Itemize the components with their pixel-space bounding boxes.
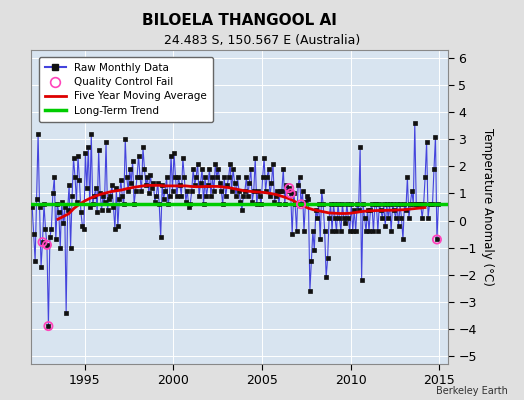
Raw Monthly Data	[45, 324, 51, 328]
Legend: Raw Monthly Data, Quality Control Fail, Five Year Moving Average, Long-Term Tren: Raw Monthly Data, Quality Control Fail, …	[39, 57, 213, 122]
Five Year Moving Average	[374, 208, 380, 213]
Five Year Moving Average	[172, 184, 178, 188]
Quality Control Fail	[285, 185, 293, 191]
Text: 24.483 S, 150.567 E (Australia): 24.483 S, 150.567 E (Australia)	[164, 34, 360, 47]
Quality Control Fail	[38, 239, 47, 245]
Raw Monthly Data	[29, 205, 35, 210]
Title: BILOELA THANGOOL AI: BILOELA THANGOOL AI	[143, 13, 337, 28]
Five Year Moving Average	[145, 183, 151, 188]
Raw Monthly Data	[435, 202, 442, 207]
Raw Monthly Data	[237, 199, 244, 204]
Five Year Moving Average	[55, 217, 61, 222]
Five Year Moving Average	[103, 190, 109, 195]
Raw Monthly Data	[242, 188, 248, 193]
Five Year Moving Average	[369, 208, 375, 213]
Raw Monthly Data	[412, 121, 418, 126]
Quality Control Fail	[297, 201, 305, 208]
Raw Monthly Data	[313, 207, 319, 212]
Five Year Moving Average	[263, 190, 269, 195]
Quality Control Fail	[44, 323, 52, 329]
Line: Five Year Moving Average: Five Year Moving Average	[58, 185, 425, 219]
Quality Control Fail	[433, 236, 441, 243]
Text: Berkeley Earth: Berkeley Earth	[436, 386, 508, 396]
Quality Control Fail	[287, 190, 295, 197]
Five Year Moving Average	[140, 184, 146, 188]
Line: Raw Monthly Data: Raw Monthly Data	[31, 122, 440, 328]
Five Year Moving Average	[422, 205, 428, 210]
Raw Monthly Data	[84, 186, 90, 190]
Y-axis label: Temperature Anomaly (°C): Temperature Anomaly (°C)	[481, 128, 494, 286]
Raw Monthly Data	[181, 175, 188, 180]
Raw Monthly Data	[273, 194, 279, 198]
Quality Control Fail	[43, 242, 51, 248]
